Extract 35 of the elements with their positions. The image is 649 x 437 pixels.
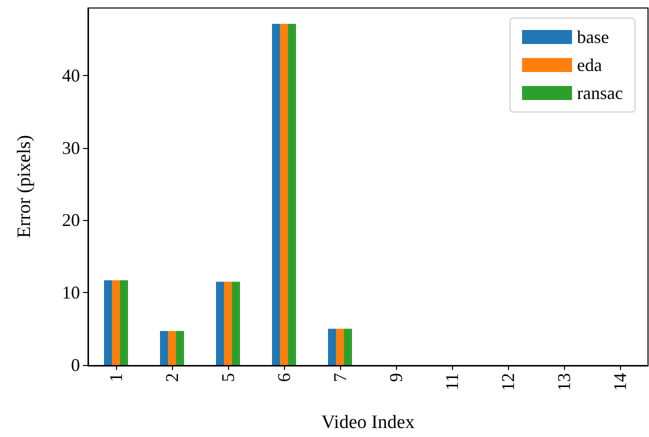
bar — [288, 24, 296, 365]
x-tick-label: 12 — [498, 373, 518, 391]
y-tick-label: 30 — [62, 138, 80, 158]
x-tick-label: 5 — [218, 373, 238, 382]
bar — [120, 280, 128, 365]
x-tick-label: 1 — [106, 373, 126, 382]
x-tick-label: 13 — [554, 373, 574, 391]
bar — [232, 282, 240, 365]
bar — [168, 330, 176, 365]
bar — [216, 282, 224, 365]
bar — [112, 280, 120, 365]
bar — [176, 330, 184, 365]
y-tick-label: 40 — [62, 65, 80, 86]
x-tick-label: 7 — [330, 373, 350, 382]
x-tick-label: 9 — [386, 373, 406, 382]
y-axis-title: Error (pixels) — [14, 135, 35, 238]
bar — [344, 328, 352, 365]
y-tick-label: 0 — [71, 355, 80, 375]
bar — [160, 330, 168, 365]
x-tick-label: 2 — [162, 373, 182, 382]
legend-label: eda — [577, 55, 602, 75]
bar — [336, 328, 344, 365]
bar — [272, 24, 280, 365]
bar — [328, 328, 336, 365]
y-tick-label: 20 — [62, 210, 80, 230]
x-axis-title: Video Index — [321, 412, 416, 433]
legend-label: ransac — [577, 83, 624, 103]
y-tick-label: 10 — [62, 282, 80, 303]
bar — [224, 282, 232, 365]
bar — [104, 280, 112, 365]
legend-label: base — [577, 27, 610, 47]
x-tick-label: 11 — [442, 373, 462, 390]
x-tick-label: 6 — [274, 373, 294, 382]
bar — [280, 24, 288, 365]
x-tick-label: 14 — [610, 373, 630, 391]
